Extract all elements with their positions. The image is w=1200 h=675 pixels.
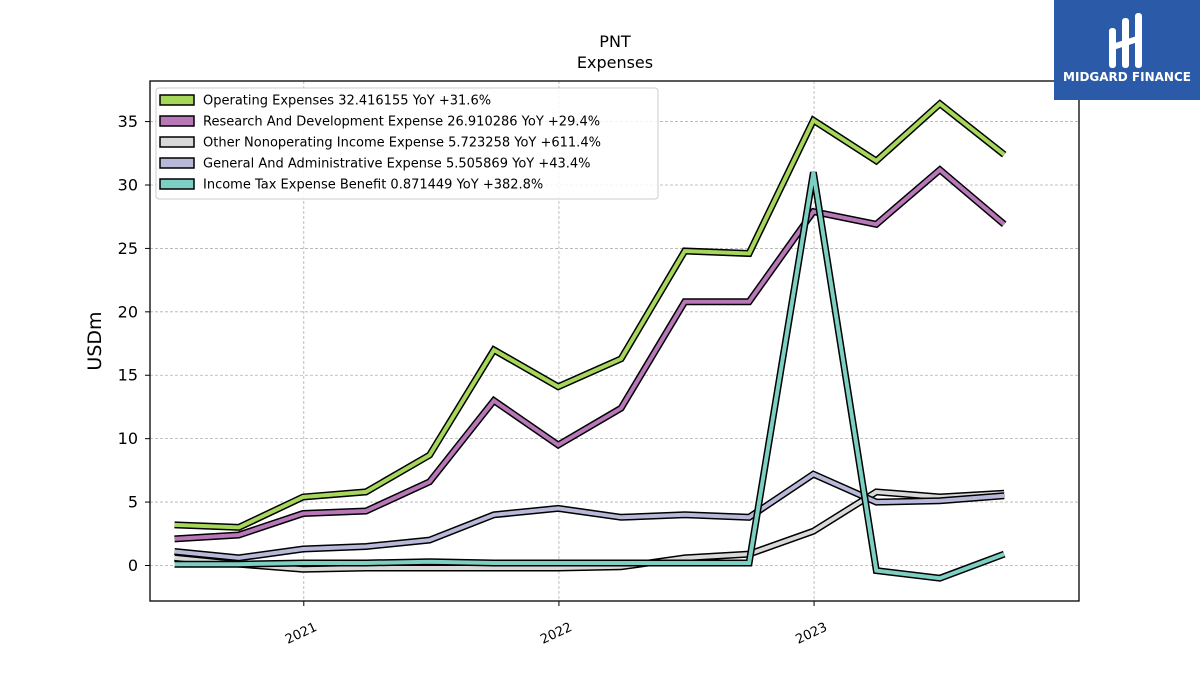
- series-line-core: [174, 167, 1006, 541]
- y-tick-label: 25: [118, 239, 138, 258]
- series-lines: [174, 99, 1007, 582]
- plot-area-frame: [149, 80, 1080, 602]
- legend-swatch: [159, 115, 195, 127]
- brand-logo: MIDGARD FINANCE: [1054, 0, 1200, 100]
- series-line-outline: [174, 165, 1007, 543]
- x-tick-label: 2021: [283, 620, 319, 648]
- x-tick-label: 2023: [793, 620, 829, 648]
- y-axis-label: USDm: [84, 311, 106, 370]
- chart-title: PNT: [599, 32, 631, 51]
- legend-swatch: [159, 178, 195, 190]
- midgard-logo-icon: [1109, 13, 1142, 68]
- legend-label: General And Administrative Expense 5.505…: [203, 157, 591, 172]
- legend-item: General And Administrative Expense 5.505…: [159, 157, 591, 172]
- legend-label: Other Nonoperating Income Expense 5.7232…: [203, 136, 601, 151]
- series-line-4: [174, 171, 1006, 582]
- legend-item: Other Nonoperating Income Expense 5.7232…: [159, 136, 601, 151]
- legend-swatch: [159, 94, 195, 106]
- series-line-1: [174, 165, 1007, 543]
- x-axis-ticks: 2021 2022 2023: [283, 601, 830, 648]
- y-tick-label: 5: [128, 493, 138, 512]
- legend-box: [155, 87, 659, 200]
- legend-label: Income Tax Expense Benefit 0.871449 YoY …: [203, 178, 543, 193]
- legend-swatch: [159, 136, 195, 148]
- legend-label: Operating Expenses 32.416155 YoY +31.6%: [203, 94, 491, 109]
- series-line-core: [174, 171, 1005, 581]
- legend-item: Operating Expenses 32.416155 YoY +31.6%: [159, 94, 491, 109]
- legend-item: Income Tax Expense Benefit 0.871449 YoY …: [159, 178, 543, 193]
- y-tick-label: 15: [118, 366, 138, 385]
- y-tick-label: 35: [118, 112, 138, 131]
- series-line-0: [174, 99, 1007, 531]
- x-tick-label: 2022: [538, 620, 574, 648]
- legend-swatch: [159, 157, 195, 169]
- y-tick-label: 30: [118, 176, 138, 195]
- legend-label: Research And Development Expense 26.9102…: [203, 115, 600, 130]
- legend-item: Research And Development Expense 26.9102…: [159, 115, 600, 130]
- brand-name: MIDGARD FINANCE: [1063, 70, 1191, 84]
- y-tick-label: 10: [118, 429, 138, 448]
- y-tick-label: 20: [118, 302, 138, 321]
- chart-subtitle: Expenses: [577, 53, 653, 72]
- y-axis-ticks: 0 5 10 15 20 25 30 35: [118, 112, 150, 575]
- series-line-core: [174, 101, 1006, 530]
- legend: Operating Expenses 32.416155 YoY +31.6% R…: [155, 87, 659, 200]
- y-tick-label: 0: [128, 556, 138, 575]
